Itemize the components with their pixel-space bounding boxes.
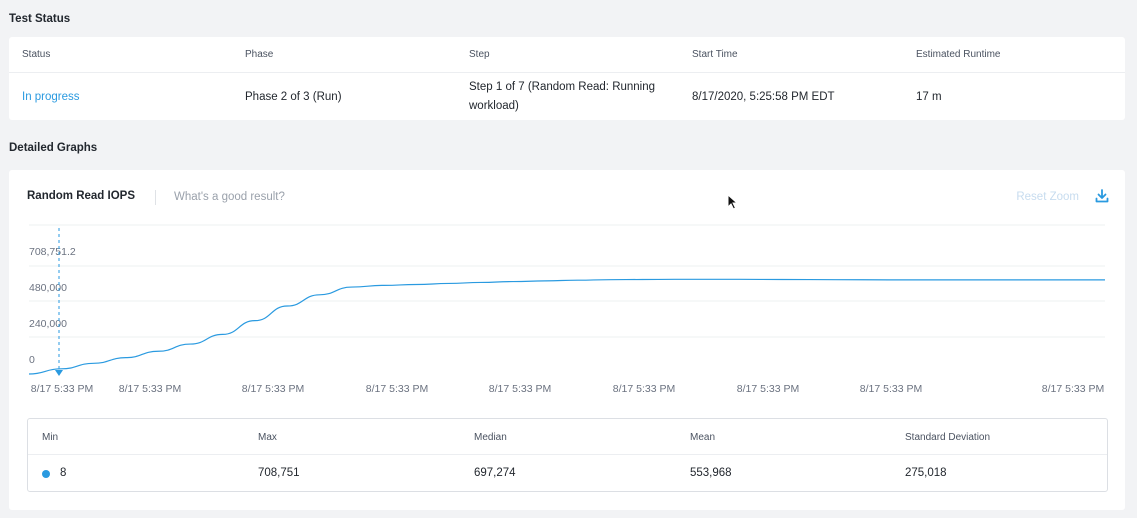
max-header: Max [258,432,277,443]
status-link[interactable]: In progress [22,91,80,103]
download-icon[interactable] [1095,189,1109,203]
series-dot [42,470,50,478]
reset-zoom-button[interactable]: Reset Zoom [1016,191,1079,203]
median-value: 697,274 [474,467,516,479]
test-status-title: Test Status [9,13,71,25]
x-tick-label: 8/17 5:33 PM [1042,383,1104,395]
series-line [28,278,1105,375]
estimated-runtime-header: Estimated Runtime [916,49,1001,60]
x-tick-label: 8/17 5:33 PM [242,383,304,395]
estimated-runtime-value: 17 m [916,91,942,103]
title-separator [155,190,156,205]
start-time-value: 8/17/2020, 5:25:58 PM EDT [692,91,835,103]
status-header: Status [22,49,51,60]
test-status-card: Status Phase Step Start Time Estimated R… [9,37,1125,120]
min-value: 8 [60,467,67,479]
y-tick-label: 240,000 [29,318,67,330]
good-result-link[interactable]: What's a good result? [174,191,285,203]
step-header: Step [469,49,490,60]
status-divider [9,72,1125,73]
marker-arrow-icon [55,370,63,376]
stats-divider [28,454,1107,455]
x-tick-label: 8/17 5:33 PM [613,383,675,395]
y-tick-label: 708,751.2 [29,246,76,258]
graph-card: Random Read IOPS What's a good result? R… [9,170,1125,510]
mouse-cursor-icon [727,194,739,210]
x-tick-label: 8/17 5:33 PM [860,383,922,395]
start-time-header: Start Time [692,49,738,60]
std-dev-header: Standard Deviation [905,432,991,443]
x-tick-label: 8/17 5:33 PM [119,383,181,395]
median-header: Median [474,432,507,443]
min-header: Min [42,432,59,443]
x-tick-label: 8/17 5:33 PM [737,383,799,395]
phase-value: Phase 2 of 3 (Run) [245,91,342,103]
x-tick-label: 8/17 5:33 PM [366,383,428,395]
phase-header: Phase [245,49,274,60]
mean-header: Mean [690,432,716,443]
y-tick-label: 480,000 [29,282,67,294]
mean-value: 553,968 [690,467,732,479]
stats-table: Min Max Median Mean Standard Deviation 8… [27,418,1108,492]
detailed-graphs-title: Detailed Graphs [9,142,98,154]
x-tick-label: 8/17 5:33 PM [489,383,551,395]
max-value: 708,751 [258,467,300,479]
graph-title: Random Read IOPS [27,190,135,202]
x-tick-label: 8/17 5:33 PM [31,383,93,395]
std-dev-value: 275,018 [905,467,947,479]
iops-line-chart[interactable]: 708,751.2 480,000 240,000 0 8/17 5:33 PM 8/17… [9,170,1125,410]
y-tick-label: 0 [29,354,35,366]
step-value: Step 1 of 7 (Random Read: Running worklo… [469,81,656,112]
